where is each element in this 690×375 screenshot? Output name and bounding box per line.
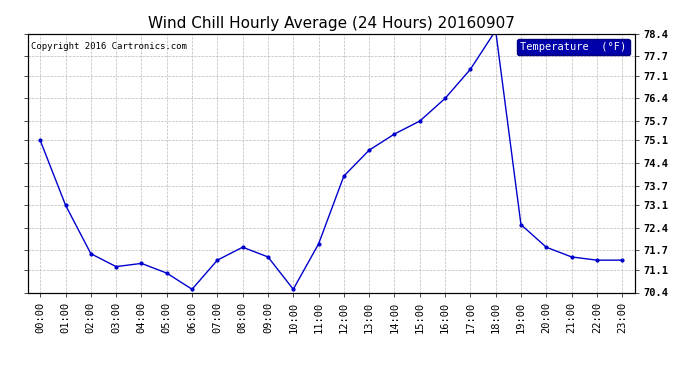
- Text: Copyright 2016 Cartronics.com: Copyright 2016 Cartronics.com: [30, 42, 186, 51]
- Legend: Temperature  (°F): Temperature (°F): [517, 39, 629, 55]
- Title: Wind Chill Hourly Average (24 Hours) 20160907: Wind Chill Hourly Average (24 Hours) 201…: [148, 16, 515, 31]
